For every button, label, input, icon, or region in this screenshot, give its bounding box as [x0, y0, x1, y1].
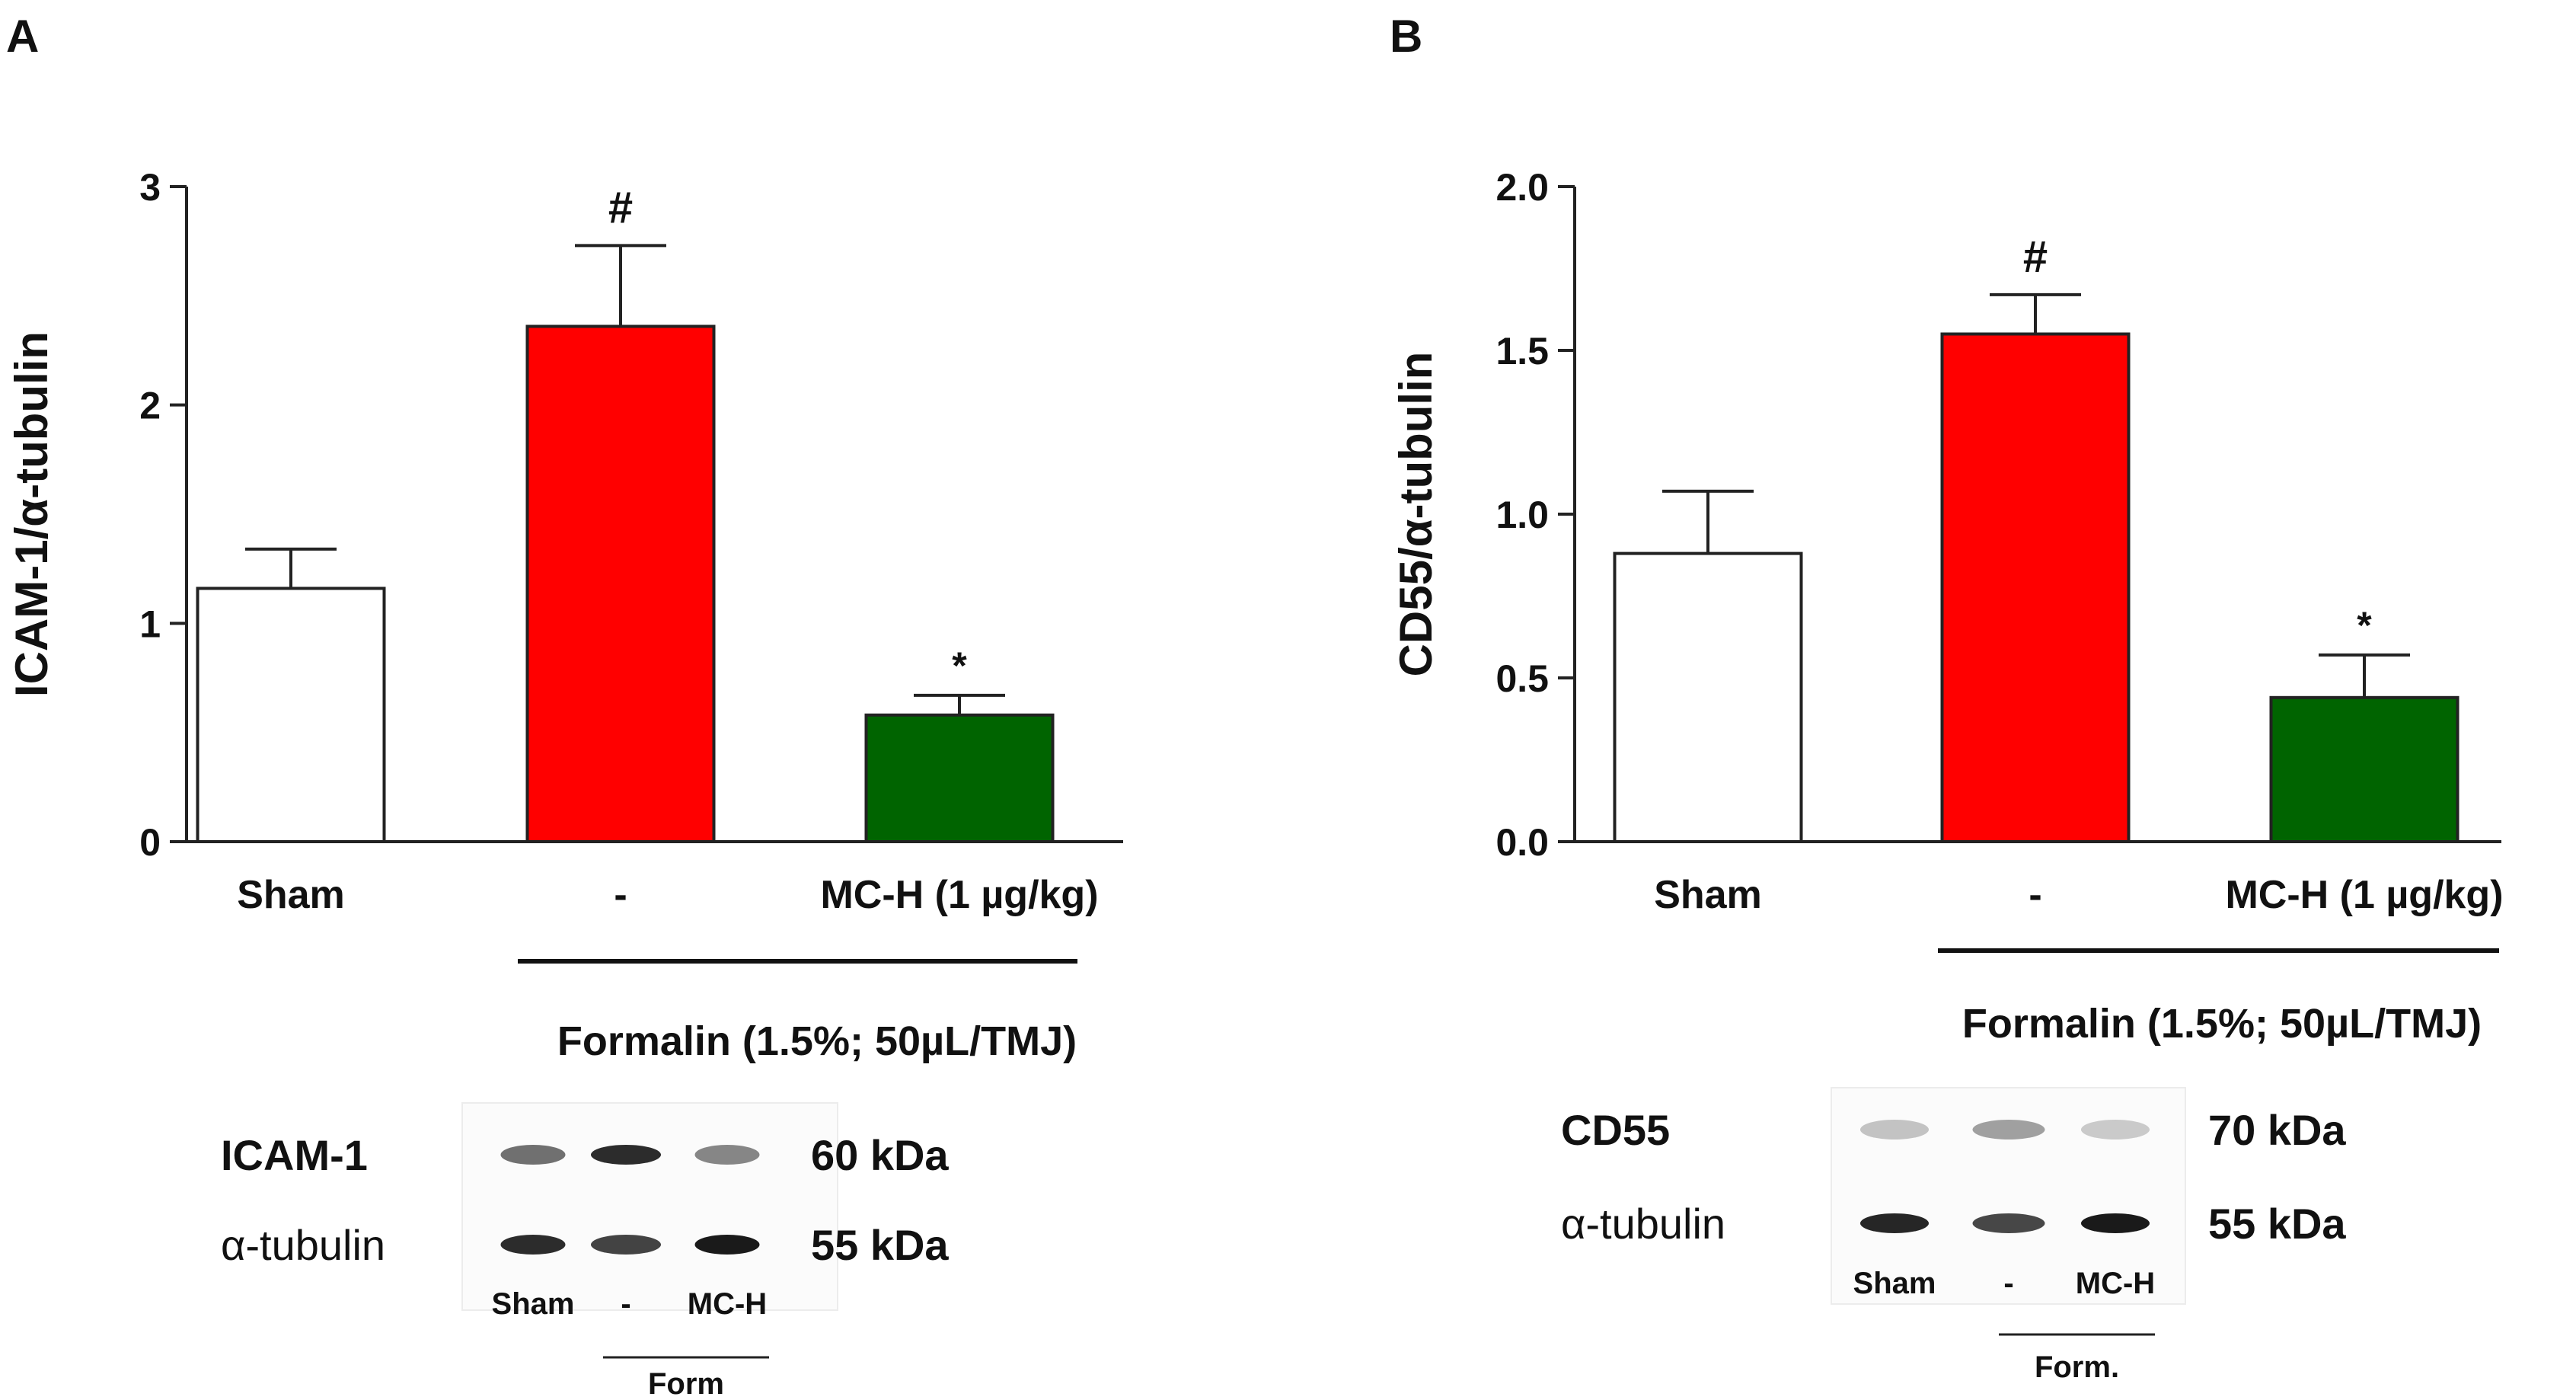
blot-band [1972, 1213, 2045, 1233]
x-tick-label: - [2029, 873, 2041, 917]
blot-lane-label: MC-H [2076, 1267, 2155, 1300]
blot-membrane [461, 1102, 838, 1311]
y-tick-label: 0.5 [1495, 657, 1549, 700]
significance-marker: * [952, 644, 967, 687]
bar-0 [1613, 551, 1803, 843]
bar-1 [525, 324, 716, 843]
bar-2 [2269, 695, 2459, 843]
y-tick-label: 1.0 [1495, 494, 1549, 536]
blot-lane-label: - [621, 1287, 630, 1321]
x-tick-label: MC-H (1 µg/kg) [820, 873, 1098, 917]
significance-marker: # [2023, 232, 2048, 282]
panel-letter: A [6, 11, 39, 62]
blot-lane-label: MC-H [688, 1287, 767, 1321]
blot-group-label: Form. [2035, 1350, 2119, 1384]
blot-lane-label: - [2003, 1267, 2013, 1300]
y-tick-label: 2.0 [1495, 166, 1549, 209]
panel-letter: B [1390, 11, 1422, 62]
significance-marker: * [2357, 604, 2372, 647]
y-tick-label: 2 [139, 385, 161, 427]
western-blot: ICAM-1 60 kDa α-tubulin 55 kDa Sham - MC-H Form [221, 1102, 949, 1400]
blot-row-label: CD55 [1561, 1106, 1670, 1154]
y-tick-label: 3 [139, 166, 161, 209]
y-tick-label: 0.0 [1495, 821, 1549, 864]
blot-band [500, 1145, 566, 1165]
blot-row-label: ICAM-1 [221, 1131, 368, 1179]
x-tick-label: MC-H (1 µg/kg) [2225, 873, 2503, 917]
blot-band [1860, 1120, 1929, 1139]
blot-row-label: α-tubulin [1561, 1200, 1725, 1248]
blot-band [1860, 1213, 1929, 1233]
blot-kda-label: 55 kDa [2208, 1200, 2346, 1248]
blot-kda-label: 70 kDa [2208, 1106, 2346, 1154]
blot-lane-label: Sham [1853, 1267, 1936, 1300]
blot-band [500, 1235, 566, 1255]
blot-kda-label: 55 kDa [811, 1221, 949, 1269]
blot-lane-label: Sham [492, 1287, 575, 1321]
x-tick-label: - [614, 873, 627, 917]
blot-band [694, 1235, 760, 1255]
blot-band [1972, 1120, 2045, 1139]
blot-band [694, 1145, 760, 1165]
bar-2 [864, 713, 1055, 843]
x-tick-label: Sham [237, 873, 345, 917]
panel-b: B 0.0 0.5 1.0 1.5 2.0 CD55/α-tubulin Sham # - * MC-… [1390, 11, 2504, 1384]
y-tick-label: 1.5 [1495, 330, 1549, 372]
blot-band [2081, 1213, 2150, 1233]
blot-kda-label: 60 kDa [811, 1131, 949, 1179]
blot-band [591, 1145, 661, 1165]
blot-band [591, 1235, 661, 1255]
bar-1 [1940, 332, 2131, 843]
blot-row-label: α-tubulin [221, 1221, 385, 1269]
y-axis-label: CD55/α-tubulin [1390, 352, 1441, 677]
y-tick-label: 0 [139, 821, 161, 864]
blot-group-label: Form [648, 1367, 724, 1396]
western-blot: CD55 70 kDa α-tubulin 55 kDa Sham - MC-H Form. [1561, 1087, 2346, 1384]
blot-membrane [1831, 1087, 2186, 1305]
y-tick-label: 1 [139, 603, 161, 645]
blot-band [2081, 1120, 2150, 1139]
significance-marker: # [608, 183, 633, 232]
bar-0 [196, 587, 386, 843]
y-axis-label: ICAM-1/α-tubulin [6, 331, 57, 697]
group-bracket-label: Formalin (1.5%; 50µL/TMJ) [1962, 1001, 2482, 1047]
x-tick-label: Sham [1654, 873, 1762, 917]
group-bracket-label: Formalin (1.5%; 50µL/TMJ) [557, 1018, 1077, 1064]
panel-a: A 0 1 2 3 ICAM-1/α-tubulin Sham # - * MC-H (1 µg/k… [6, 11, 1123, 1400]
